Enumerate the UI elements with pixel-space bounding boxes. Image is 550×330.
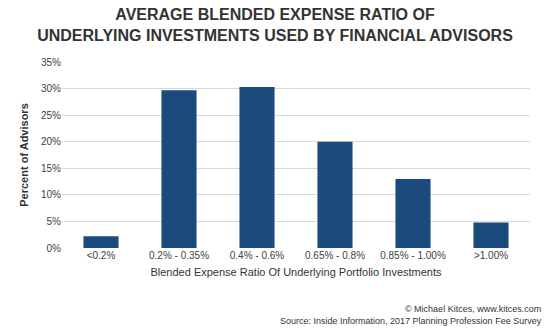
svg-text:Percent of Advisors: Percent of Advisors bbox=[18, 103, 30, 207]
svg-text:© Michael Kitces, www.kitces.c: © Michael Kitces, www.kitces.comSource: … bbox=[280, 304, 542, 326]
svg-text:Blended Expense Ratio Of Under: Blended Expense Ratio Of Underlying Port… bbox=[150, 266, 442, 278]
svg-text:20%: 20% bbox=[41, 136, 61, 147]
svg-text:0.85% - 1.00%: 0.85% - 1.00% bbox=[380, 250, 446, 261]
svg-text:25%: 25% bbox=[41, 110, 61, 121]
svg-text:AVERAGE BLENDED EXPENSE RATIO: AVERAGE BLENDED EXPENSE RATIO OFUNDERLYI… bbox=[37, 6, 513, 44]
svg-text:5%: 5% bbox=[47, 216, 62, 227]
svg-text:<0.2%: <0.2% bbox=[87, 250, 116, 261]
svg-text:30%: 30% bbox=[41, 83, 61, 94]
svg-text:>1.00%: >1.00% bbox=[474, 250, 508, 261]
svg-text:35%: 35% bbox=[41, 57, 61, 68]
svg-text:0.4% - 0.6%: 0.4% - 0.6% bbox=[230, 250, 285, 261]
svg-text:0.65% - 0.8%: 0.65% - 0.8% bbox=[305, 250, 365, 261]
svg-text:10%: 10% bbox=[41, 189, 61, 200]
svg-text:15%: 15% bbox=[41, 163, 61, 174]
svg-text:0%: 0% bbox=[47, 243, 62, 254]
svg-text:0.2% - 0.35%: 0.2% - 0.35% bbox=[149, 250, 209, 261]
